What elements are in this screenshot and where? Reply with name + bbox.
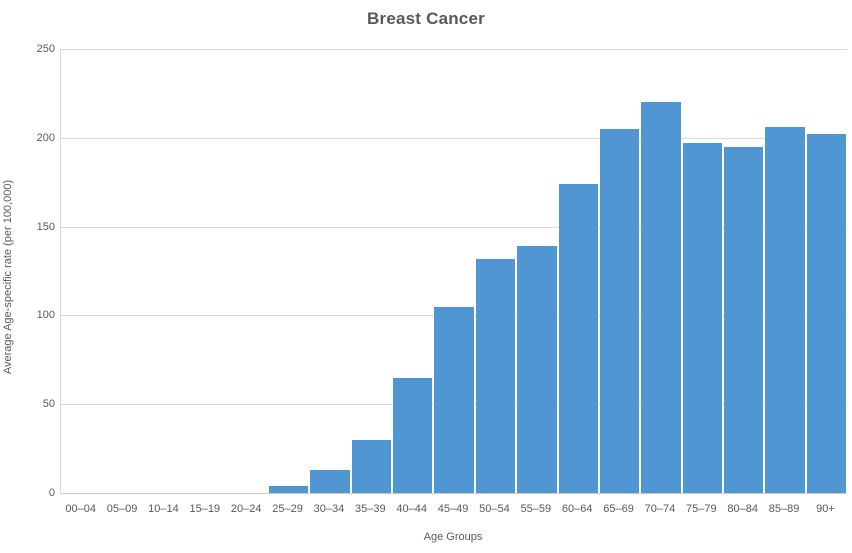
bar-slot-30–34 <box>309 49 350 493</box>
y-tick-0: 0 <box>48 487 55 499</box>
bar-slot-10–14 <box>144 49 185 493</box>
y-tick-100: 100 <box>36 309 55 322</box>
x-tick-85–89: 85–89 <box>768 503 800 515</box>
bar-slot-55–59 <box>516 49 557 493</box>
bar-75–79 <box>682 143 722 493</box>
bar-50–54 <box>475 258 516 493</box>
gridline-150 <box>61 226 847 228</box>
bars-group <box>61 49 847 493</box>
bar-slot-45–49 <box>433 49 474 493</box>
x-tick-40–44: 40–44 <box>396 503 427 515</box>
x-tick-70–74: 70–74 <box>644 503 676 515</box>
bar-slot-90+ <box>806 49 847 493</box>
bar-slot-75–79 <box>682 49 723 493</box>
bar-70–74 <box>641 102 681 493</box>
bar-80–84 <box>724 146 764 493</box>
bar-25–29 <box>268 485 309 493</box>
bar-slot-80–84 <box>723 49 764 493</box>
plot-area <box>60 49 847 494</box>
bar-30–34 <box>310 469 350 493</box>
x-tick-75–79: 75–79 <box>686 503 717 515</box>
x-tick-35–39: 35–39 <box>355 503 386 515</box>
chart-title: Breast Cancer <box>367 9 485 28</box>
x-axis-ticks: 00–04 05–09 10–14 15–19 20–24 25–29 30–34 35–39… <box>60 503 846 515</box>
x-tick-20–24: 20–24 <box>230 503 262 515</box>
gridline-200 <box>61 137 847 139</box>
x-tick-80–84: 80–84 <box>727 503 758 515</box>
x-tick-25–29: 25–29 <box>272 503 303 515</box>
y-tick-250: 250 <box>36 43 55 55</box>
x-tick-30–34: 30–34 <box>313 503 345 515</box>
x-tick-60–64: 60–64 <box>561 503 593 515</box>
bar-90+ <box>806 134 847 493</box>
x-tick-65–69: 65–69 <box>603 503 634 515</box>
bar-slot-50–54 <box>475 49 516 493</box>
bar-slot-35–39 <box>351 49 392 493</box>
bar-slot-15–19 <box>185 49 226 493</box>
y-tick-50: 50 <box>42 398 55 411</box>
bar-slot-20–24 <box>227 49 268 493</box>
bar-85–89 <box>765 127 805 493</box>
bar-slot-00–04 <box>61 49 102 493</box>
bar-slot-70–74 <box>640 49 681 493</box>
bar-35–39 <box>351 439 391 493</box>
bar-45–49 <box>434 306 474 493</box>
x-axis-label: Age Groups <box>423 531 483 543</box>
y-tick-200: 200 <box>36 131 55 144</box>
bar-65–69 <box>599 128 640 493</box>
bar-40–44 <box>393 377 433 493</box>
x-tick-05–09: 05–09 <box>106 503 138 515</box>
x-tick-10–14: 10–14 <box>148 503 179 515</box>
x-tick-55–59: 55–59 <box>520 503 552 515</box>
bar-slot-65–69 <box>599 49 640 493</box>
gridline-250 <box>61 49 847 50</box>
bar-slot-85–89 <box>764 49 805 493</box>
x-tick-50–54: 50–54 <box>479 503 510 515</box>
x-tick-15–19: 15–19 <box>189 503 221 515</box>
x-tick-90+: 90+ <box>816 503 835 515</box>
y-axis-label: Average Age-specific rate (per 100,000) <box>2 179 14 375</box>
bar-55–59 <box>517 246 557 493</box>
y-tick-150: 150 <box>36 220 55 233</box>
bar-slot-05–09 <box>102 49 143 493</box>
x-tick-45–49: 45–49 <box>437 503 469 515</box>
bar-slot-60–64 <box>558 49 599 493</box>
bar-60–64 <box>558 183 598 493</box>
bar-slot-40–44 <box>392 49 433 493</box>
bar-slot-25–29 <box>268 49 309 493</box>
x-tick-00–04: 00–04 <box>65 503 96 515</box>
